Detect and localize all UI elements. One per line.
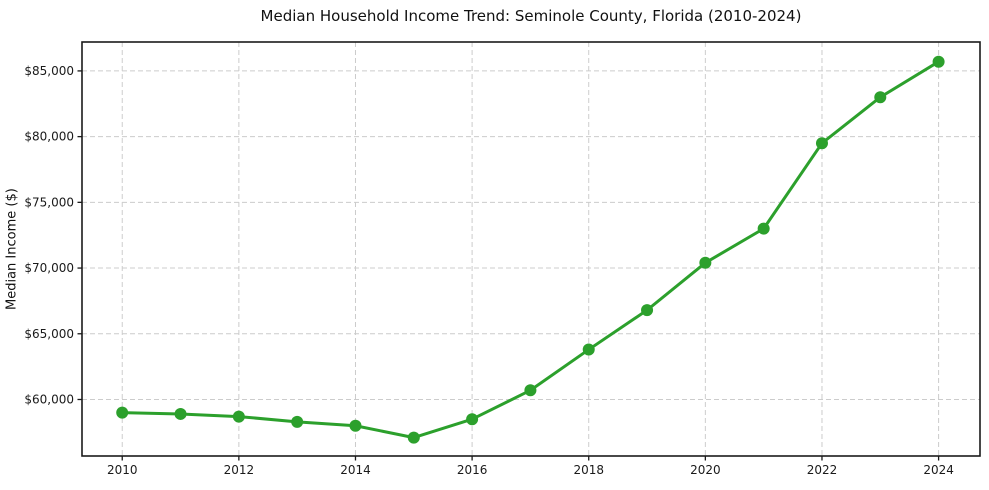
data-point-2017 — [524, 384, 537, 397]
y-tick-label: $75,000 — [24, 195, 74, 209]
plot-border — [81, 41, 981, 457]
x-tick-label: 2018 — [573, 463, 604, 477]
data-point-2016 — [466, 413, 479, 426]
y-tick-label: $60,000 — [24, 392, 74, 406]
data-point-2022 — [815, 137, 828, 150]
data-point-2015 — [407, 431, 420, 444]
trend-line — [120, 60, 941, 440]
x-tick-label: 2022 — [807, 463, 838, 477]
x-tick-label: 2014 — [340, 463, 371, 477]
chart-title: Median Household Income Trend: Seminole … — [260, 7, 802, 25]
data-point-2024 — [932, 55, 945, 68]
data-point-2023 — [874, 91, 887, 104]
data-point-2010 — [116, 406, 129, 419]
y-tick-label: $70,000 — [24, 261, 74, 275]
y-tick-label: $65,000 — [24, 327, 74, 341]
data-point-2019 — [641, 304, 654, 317]
data-point-2013 — [291, 415, 304, 428]
x-tick-label: 2010 — [107, 463, 138, 477]
y-tick-label: $80,000 — [24, 130, 74, 144]
x-tick-label: 2024 — [923, 463, 954, 477]
x-tick-label: 2020 — [690, 463, 721, 477]
data-point-2014 — [349, 419, 362, 432]
data-point-2012 — [232, 410, 245, 423]
x-tick-label: 2016 — [457, 463, 488, 477]
data-point-2020 — [699, 256, 712, 269]
data-point-2021 — [757, 222, 770, 235]
y-tick-label: $85,000 — [24, 64, 74, 78]
data-point-2018 — [582, 343, 595, 356]
x-tick-label: 2012 — [224, 463, 255, 477]
data-point-2011 — [174, 407, 187, 420]
